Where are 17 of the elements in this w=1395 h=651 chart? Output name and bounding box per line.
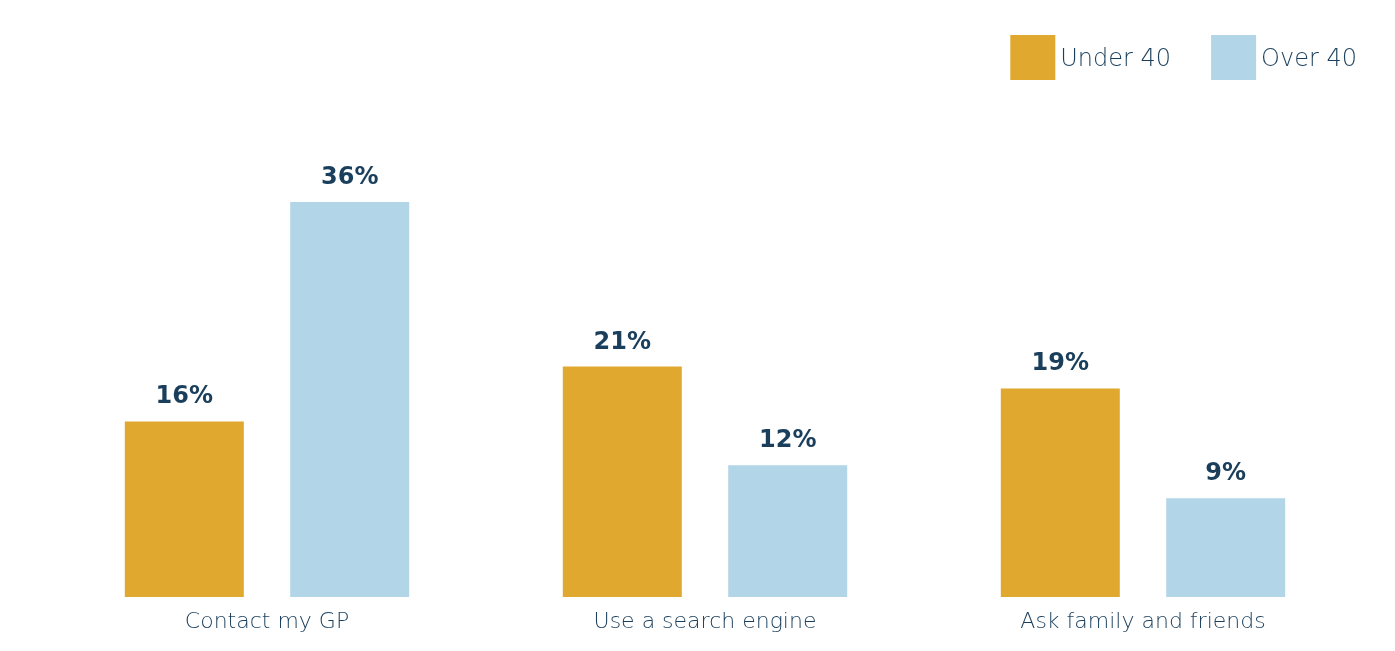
data-label: 36% xyxy=(320,161,379,190)
data-label: 16% xyxy=(155,381,214,410)
data-label: 21% xyxy=(593,326,652,355)
x-tick-label: Use a search engine xyxy=(593,607,817,633)
x-tick-label: Ask family and friends xyxy=(1020,607,1266,633)
x-tick-label: Contact my GP xyxy=(184,607,350,633)
bar xyxy=(562,366,682,597)
bar xyxy=(290,201,410,597)
bar xyxy=(728,465,848,597)
data-label: 19% xyxy=(1031,348,1090,377)
bar xyxy=(124,421,244,597)
bar xyxy=(1166,498,1286,597)
data-label: 9% xyxy=(1205,458,1247,487)
bar xyxy=(1000,388,1120,597)
data-label: 12% xyxy=(758,425,817,454)
legend-label: Over 40 xyxy=(1261,43,1358,72)
legend-label: Under 40 xyxy=(1060,43,1172,72)
